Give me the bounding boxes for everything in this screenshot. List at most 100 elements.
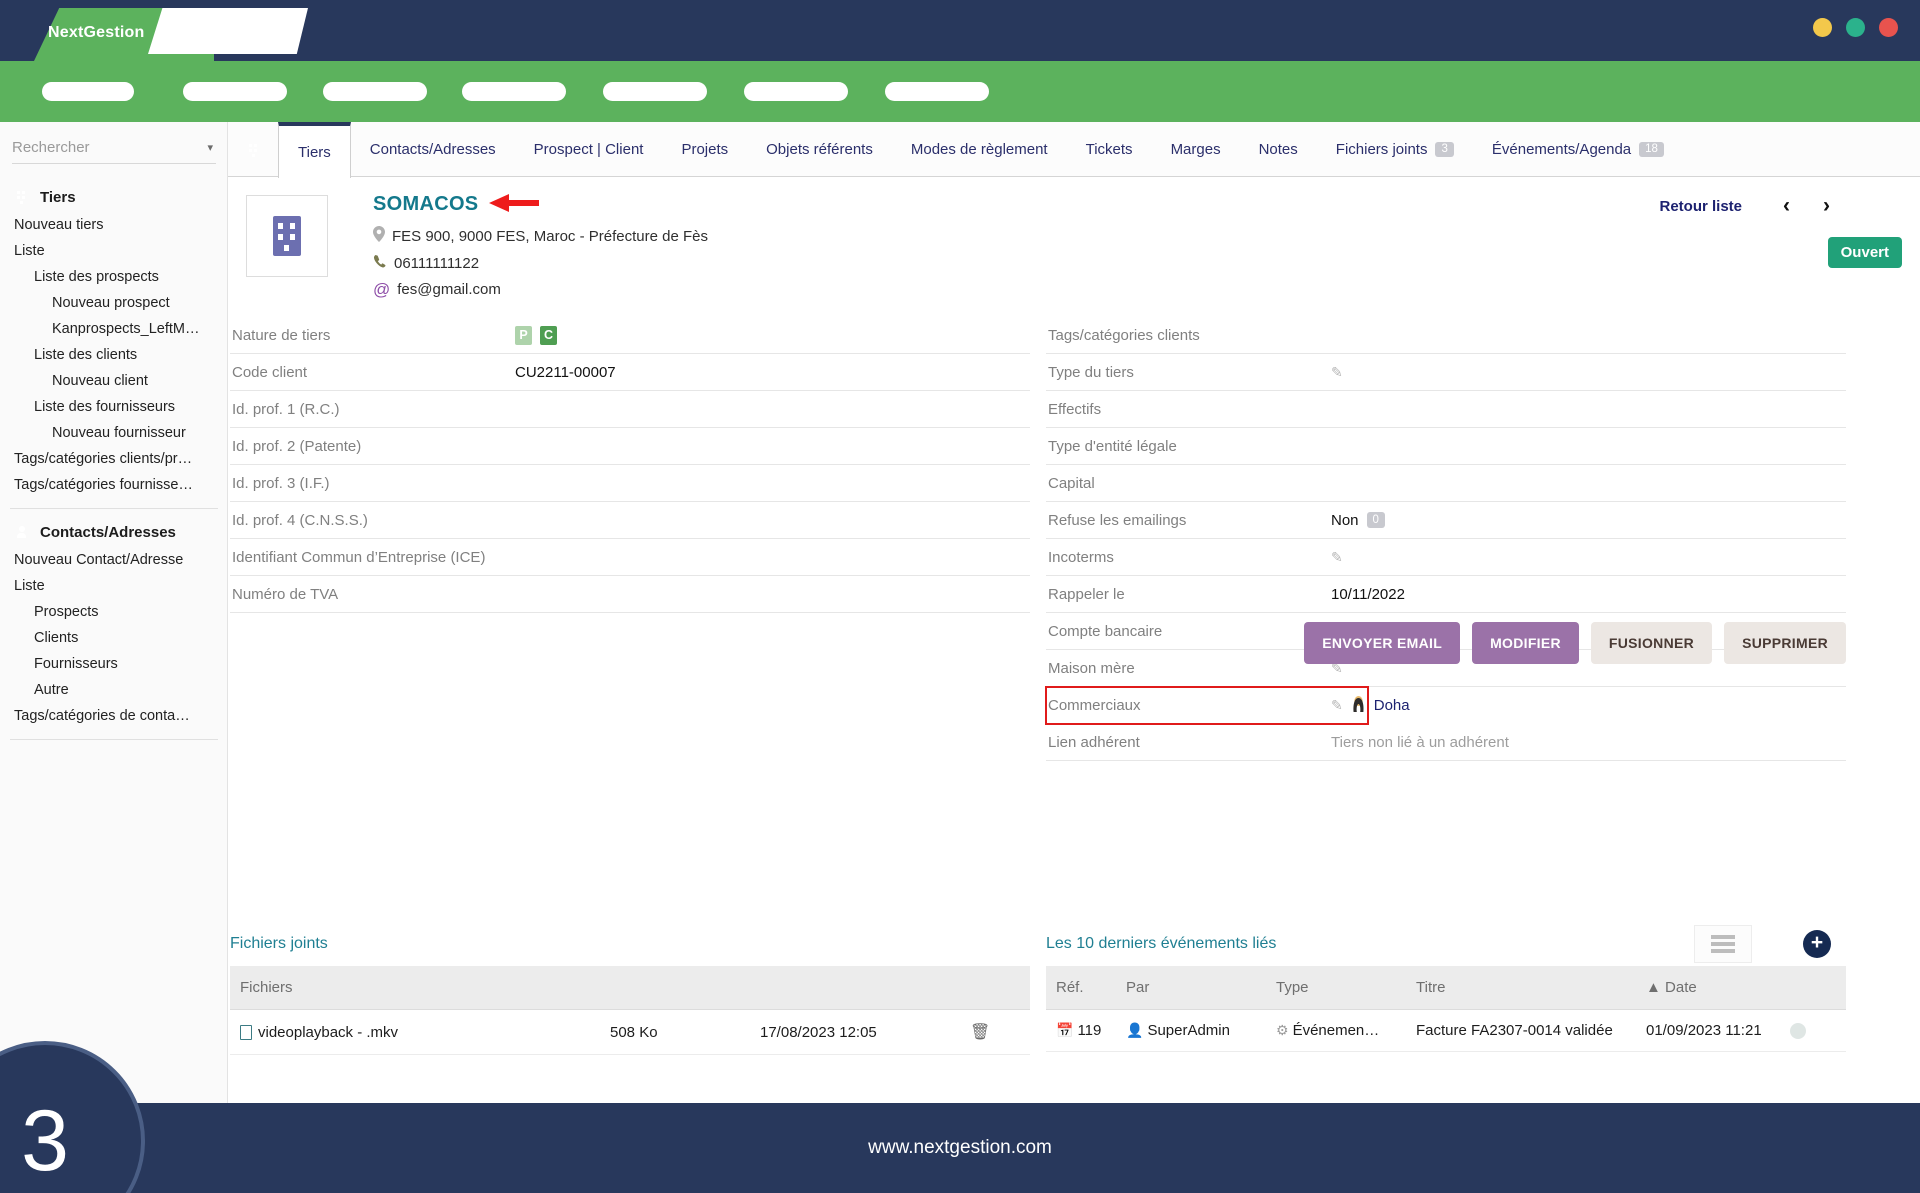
maximize-icon[interactable] (1846, 18, 1865, 37)
sidebar-item-liste-clients[interactable]: Liste des clients (34, 347, 138, 363)
tab-tiers[interactable]: Tiers (278, 122, 351, 178)
add-event-button[interactable]: + (1788, 925, 1846, 963)
menu-pill-5[interactable] (603, 82, 707, 101)
field-value: 10/11/2022 (1331, 585, 1405, 603)
sidebar-item-contacts-clients[interactable]: Clients (34, 630, 79, 646)
phone-text[interactable]: 06111111122 (394, 255, 480, 273)
field-value: ✎ Doha (1331, 695, 1410, 716)
previous-record-icon[interactable]: ‹ (1783, 194, 1790, 217)
field-label: Id. prof. 2 (Patente) (232, 437, 362, 455)
field-value: ✎ (1331, 364, 1343, 381)
column-titre[interactable]: Titre (1406, 966, 1636, 1010)
building-icon (14, 188, 30, 206)
field-numero-tva: Numéro de TVA (230, 576, 1030, 613)
chevron-down-icon[interactable]: ▾ (207, 142, 213, 154)
search-input[interactable]: Rechercher ▾ (12, 132, 216, 164)
tab-notes[interactable]: Notes (1240, 122, 1317, 177)
edit-pencil-icon[interactable]: ✎ (1331, 363, 1343, 380)
back-to-list-link[interactable]: Retour liste (1659, 198, 1742, 215)
tab-projets[interactable]: Projets (662, 122, 747, 177)
cell-date: 01/09/2023 11:21 (1636, 1009, 1846, 1053)
par-value[interactable]: SuperAdmin (1147, 1022, 1230, 1040)
events-table: Réf. Par Type Titre ▲ Date 📅 119 👤 SuperAd… (1046, 966, 1846, 1053)
trash-icon[interactable]: 🗑 (970, 1024, 991, 1041)
tab-modes-reglement[interactable]: Modes de règlement (892, 122, 1067, 177)
column-ref[interactable]: Réf. (1046, 966, 1116, 1010)
window-controls[interactable] (1813, 18, 1898, 37)
phone-icon (373, 254, 387, 273)
tab-label: Contacts/Adresses (369, 141, 496, 158)
menu-pill-2[interactable] (183, 82, 287, 101)
table-row[interactable]: videoplayback - .mkv 508 Ko 17/08/2023 1… (230, 1009, 1030, 1055)
edit-pencil-icon[interactable]: ✎ (1331, 696, 1343, 713)
supprimer-button[interactable]: SUPPRIMER (1724, 622, 1846, 664)
menu-pill-4[interactable] (462, 82, 566, 101)
file-name[interactable]: videoplayback - .mkv (258, 1023, 399, 1041)
menu-pill-1[interactable] (42, 82, 134, 101)
sidebar-item-tags-contacts[interactable]: Tags/catégories de conta… (14, 708, 190, 724)
edit-pencil-icon[interactable]: ✎ (1331, 659, 1343, 676)
page-title[interactable]: SOMACOS (373, 193, 479, 215)
sidebar-item-tags-clients[interactable]: Tags/catégories clients/pr… (14, 451, 193, 467)
list-view-button[interactable] (1694, 925, 1752, 963)
sidebar-item-contacts-prospects[interactable]: Prospects (34, 604, 99, 620)
tab-prospect-client[interactable]: Prospect | Client (515, 122, 663, 177)
sidebar-item-liste[interactable]: Liste (14, 243, 45, 259)
menu-pill-7[interactable] (885, 82, 989, 101)
sidebar-nav: Tiers Nouveau tiers Liste Liste des pros… (0, 182, 228, 748)
footer-url[interactable]: www.nextgestion.com (868, 1137, 1052, 1158)
sidebar-group-contacts[interactable]: Contacts/Adresses (0, 517, 228, 547)
type-value[interactable]: Événemen… (1292, 1022, 1380, 1040)
column-type[interactable]: Type (1266, 966, 1406, 1010)
field-tags-categories-clients: Tags/catégories clients (1046, 317, 1846, 354)
commercial-name[interactable]: Doha (1373, 696, 1410, 714)
sidebar-item-nouveau-tiers[interactable]: Nouveau tiers (14, 217, 104, 233)
column-par[interactable]: Par (1116, 966, 1266, 1010)
sidebar-item-contacts-autre[interactable]: Autre (34, 682, 69, 698)
menu-pill-6[interactable] (744, 82, 848, 101)
chip-client[interactable]: C (540, 325, 557, 345)
envoyer-email-button[interactable]: ENVOYER EMAIL (1304, 622, 1461, 664)
field-effectifs: Effectifs (1046, 391, 1846, 428)
ref-value[interactable]: 119 (1077, 1022, 1102, 1040)
column-fichiers[interactable]: Fichiers (230, 966, 600, 1010)
email-text[interactable]: fes@gmail.com (397, 281, 501, 299)
tab-evenements-agenda[interactable]: Événements/Agenda 18 (1473, 122, 1683, 177)
sidebar-item-nouveau-fournisseur[interactable]: Nouveau fournisseur (52, 425, 186, 441)
sidebar-group-tiers[interactable]: Tiers (0, 182, 228, 212)
table-row[interactable]: 📅 119 👤 SuperAdmin ⚙ Événemen… Facture FA23… (1046, 1009, 1846, 1053)
tab-objets-referents[interactable]: Objets référents (747, 122, 892, 177)
sidebar-item-nouveau-contact[interactable]: Nouveau Contact/Adresse (14, 552, 184, 568)
sidebar-item-contacts-liste[interactable]: Liste (14, 578, 45, 594)
tab-marges[interactable]: Marges (1152, 122, 1240, 177)
cell-delete: 🗑 (960, 1009, 1030, 1055)
tab-badge: 18 (1639, 141, 1664, 158)
cell-titre[interactable]: Facture FA2307-0014 validée (1406, 1009, 1636, 1053)
field-id-prof-3: Id. prof. 3 (I.F.) (230, 465, 1030, 502)
gear-icon: ⚙ (1276, 1022, 1289, 1039)
minimize-icon[interactable] (1813, 18, 1832, 37)
tab-contacts-adresses[interactable]: Contacts/Adresses (351, 122, 515, 177)
fusionner-button[interactable]: FUSIONNER (1590, 622, 1713, 664)
sidebar-item-nouveau-prospect[interactable]: Nouveau prospect (52, 295, 170, 311)
column-date[interactable]: ▲ Date (1636, 966, 1846, 1010)
field-id-prof-2: Id. prof. 2 (Patente) (230, 428, 1030, 465)
field-label: Rappeler le (1048, 585, 1125, 603)
chip-prospect[interactable]: P (515, 325, 532, 345)
field-id-prof-4: Id. prof. 4 (C.N.S.S.) (230, 502, 1030, 539)
close-icon[interactable] (1879, 18, 1898, 37)
sidebar-item-contacts-fournisseurs[interactable]: Fournisseurs (34, 656, 118, 672)
sidebar-item-liste-fournisseurs[interactable]: Liste des fournisseurs (34, 399, 176, 415)
menu-pill-3[interactable] (323, 82, 427, 101)
edit-pencil-icon[interactable]: ✎ (1331, 548, 1343, 565)
sidebar-item-nouveau-client[interactable]: Nouveau client (52, 373, 148, 389)
status-badge[interactable]: Ouvert (1827, 237, 1902, 268)
tab-tickets[interactable]: Tickets (1067, 122, 1152, 177)
tab-fichiers-joints[interactable]: Fichiers joints 3 (1317, 122, 1473, 177)
sidebar-item-kanprospects[interactable]: Kanprospects_LeftM… (52, 321, 200, 337)
modifier-button[interactable]: MODIFIER (1472, 622, 1579, 664)
sidebar-item-tags-fournisseurs[interactable]: Tags/catégories fournisse… (14, 477, 193, 493)
next-record-icon[interactable]: › (1823, 194, 1830, 217)
column-date (750, 966, 960, 1010)
sidebar-item-liste-prospects[interactable]: Liste des prospects (34, 269, 159, 285)
